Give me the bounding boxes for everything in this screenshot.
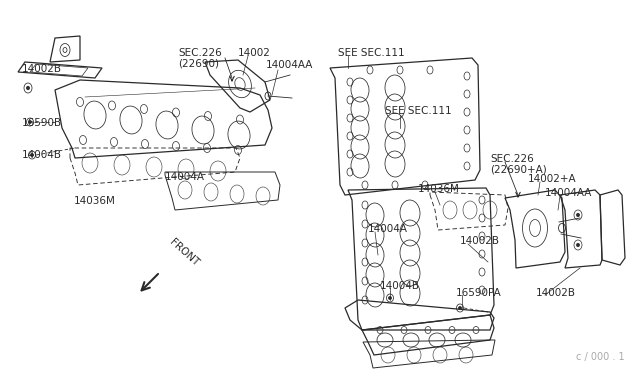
Text: 14002B: 14002B	[536, 288, 576, 298]
Text: 14004B: 14004B	[22, 150, 62, 160]
Text: 14036M: 14036M	[74, 196, 116, 206]
Ellipse shape	[577, 243, 579, 247]
Text: SEC.226: SEC.226	[490, 154, 534, 164]
Text: SEE SEC.111: SEE SEC.111	[385, 106, 452, 116]
Text: 16590B: 16590B	[22, 118, 62, 128]
Text: 14036M: 14036M	[418, 184, 460, 194]
Text: c / 000 . 1: c / 000 . 1	[577, 352, 625, 362]
Text: 14002B: 14002B	[22, 64, 62, 74]
Text: 14004B: 14004B	[380, 281, 420, 291]
Text: 14002B: 14002B	[460, 236, 500, 246]
Text: 14004AA: 14004AA	[545, 188, 593, 198]
Ellipse shape	[29, 121, 31, 124]
Text: FRONT: FRONT	[168, 237, 201, 268]
Ellipse shape	[458, 307, 461, 310]
Text: (22690): (22690)	[178, 58, 219, 68]
Text: SEE SEC.111: SEE SEC.111	[338, 48, 404, 58]
Text: 14004A: 14004A	[165, 172, 205, 182]
Text: 14004A: 14004A	[368, 224, 408, 234]
Text: SEC.226: SEC.226	[178, 48, 221, 58]
Text: 16590PA: 16590PA	[456, 288, 502, 298]
Text: 14002: 14002	[238, 48, 271, 58]
Ellipse shape	[31, 154, 33, 157]
Text: 14002+A: 14002+A	[528, 174, 577, 184]
Text: 14004AA: 14004AA	[266, 60, 314, 70]
Ellipse shape	[26, 86, 29, 90]
Ellipse shape	[388, 296, 392, 299]
Ellipse shape	[577, 213, 579, 217]
Text: (22690+A): (22690+A)	[490, 164, 547, 174]
